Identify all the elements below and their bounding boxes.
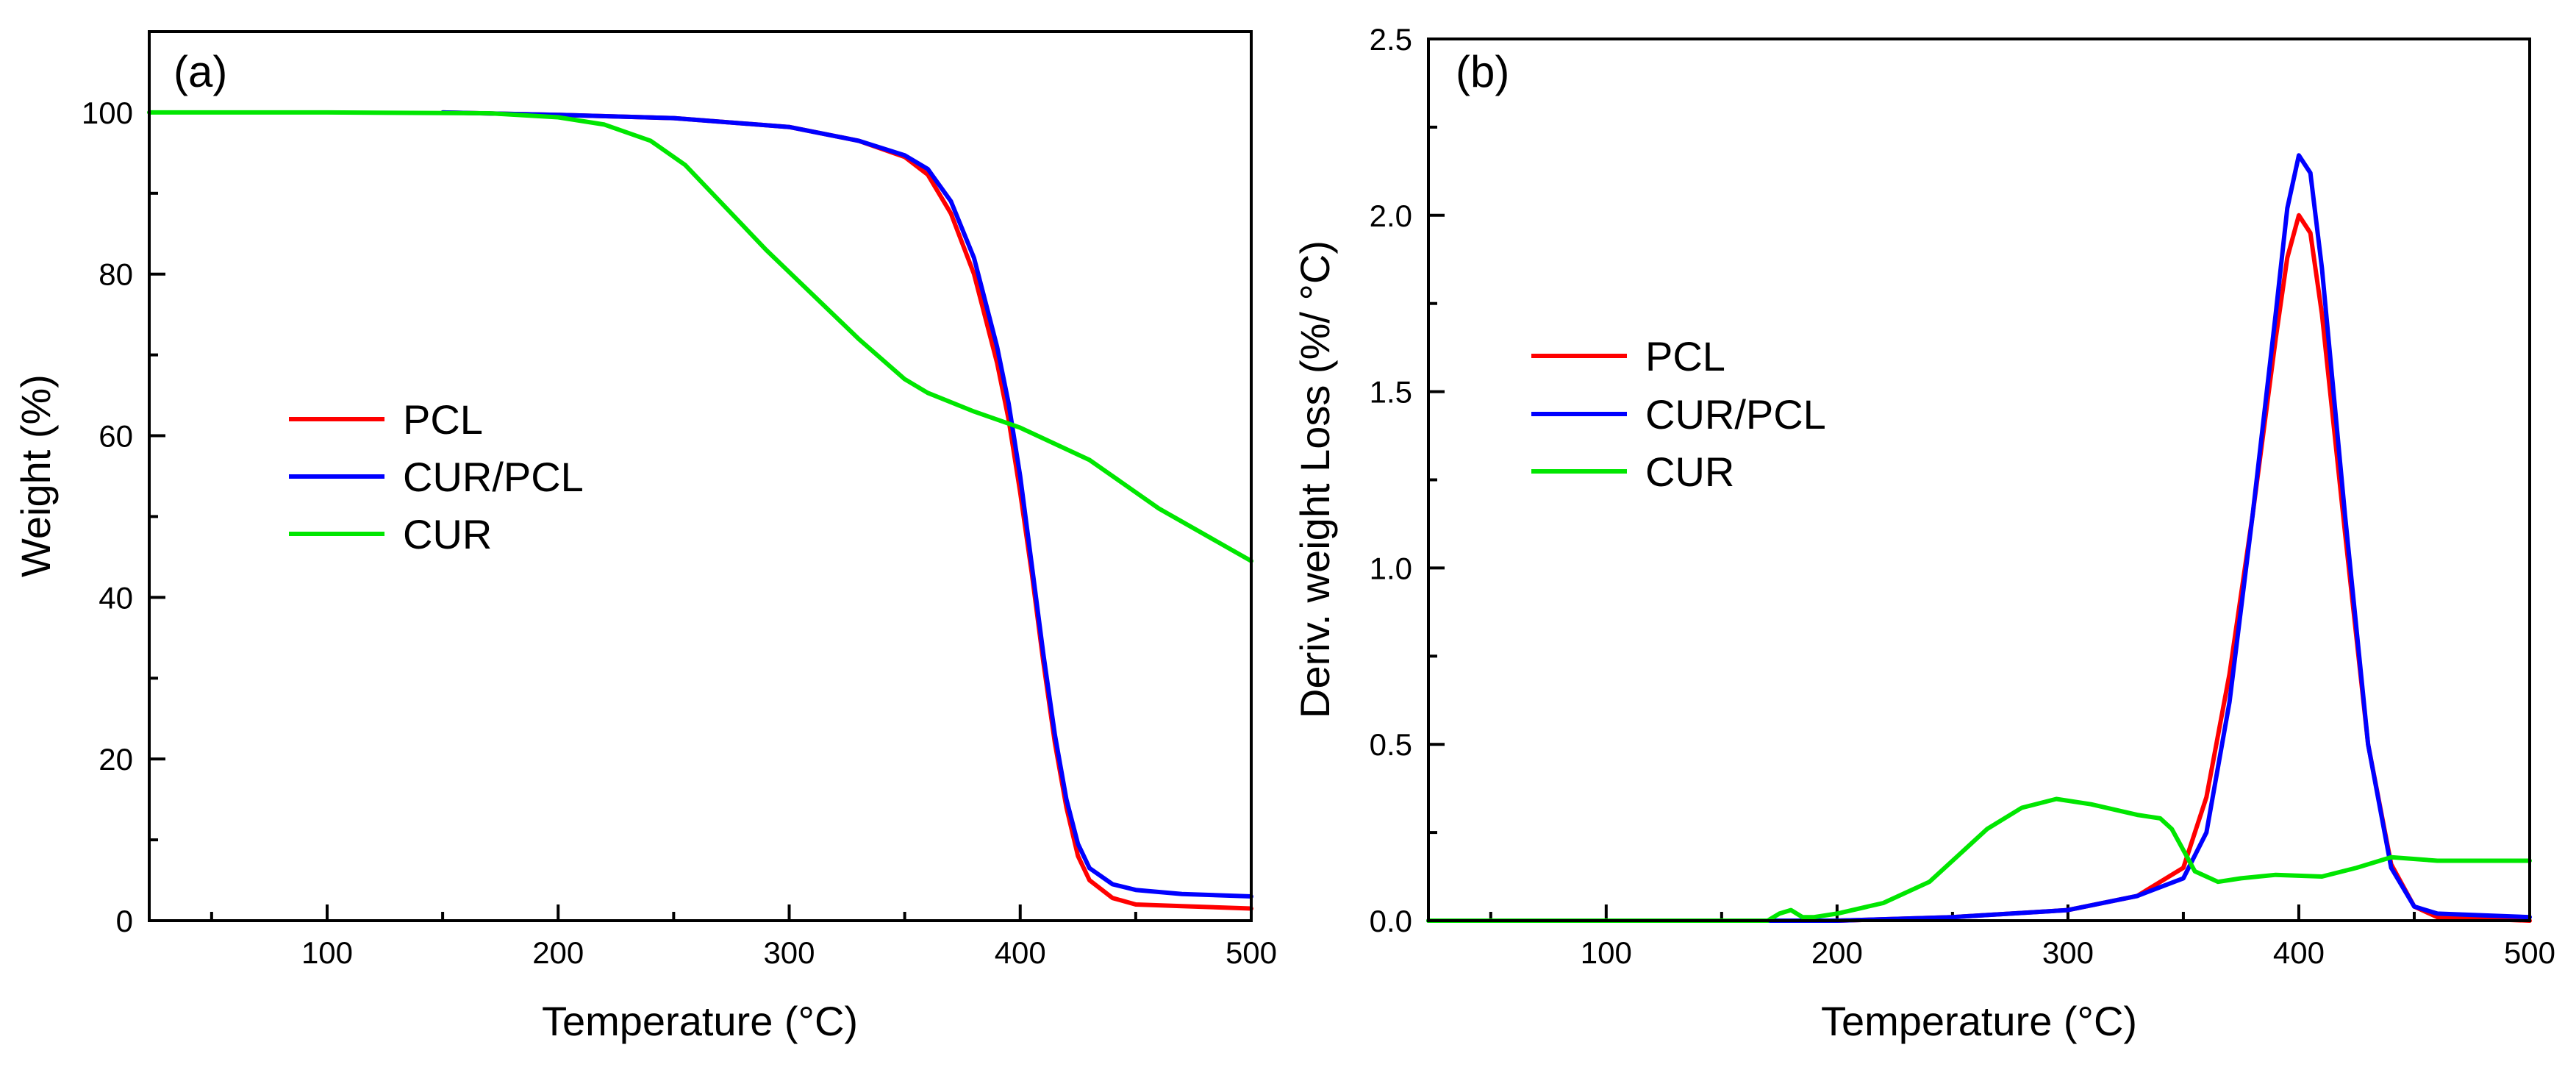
panel-b-legend-label-cur-pcl: CUR/PCL [1645, 391, 1826, 438]
panel-a-x-tick-label: 100 [301, 935, 353, 970]
panel-b-x-tick-label: 100 [1581, 935, 1632, 970]
panel-a-plot-frame [148, 30, 1253, 922]
panel-b-legend: PCL CUR/PCL CUR [1531, 333, 1826, 495]
panel-a-x-tick-label: 300 [763, 935, 815, 970]
panel-b-x-tick-label: 500 [2504, 935, 2555, 970]
panel-b-tick-labels: 100 200 300 400 500 0.0 0.5 1.0 1.5 2.0 2.5 [1370, 22, 2555, 970]
panel-a-x-axis-title: Temperature (°C) [542, 998, 858, 1044]
panel-b-series-cur [1426, 796, 2532, 923]
panel-b-y-tick-label: 0.5 [1370, 727, 1412, 762]
panel-b-series [1426, 153, 2532, 923]
panel-a-series-cur [147, 110, 1253, 563]
panel-a-legend: PCL CUR/PCL CUR [289, 396, 584, 557]
panel-b: (b) 100 200 300 400 500 0.0 0.5 1.0 1.5 2.0 2.5 Te… [1292, 22, 2555, 1044]
panel-b-x-tick-label: 400 [2273, 935, 2325, 970]
panel-b-y-axis-title: Deriv. weight Loss (%/ °C) [1292, 240, 1338, 718]
panel-b-x-axis-title: Temperature (°C) [1821, 998, 2137, 1044]
panel-b-x-tick-label: 200 [1811, 935, 1863, 970]
panel-a-y-tick-label: 100 [82, 96, 133, 130]
panel-b-y-tick-label: 1.5 [1370, 375, 1412, 410]
panel-a-y-tick-label: 80 [99, 257, 133, 292]
panel-b-plot-frame [1427, 38, 2531, 922]
panel-a-x-tick-label: 500 [1226, 935, 1277, 970]
panel-a-x-tick-label: 200 [532, 935, 584, 970]
panel-a-y-tick-label: 0 [116, 904, 133, 938]
panel-a-y-axis-title: Weight (%) [12, 374, 59, 577]
panel-a: (a) 100 200 300 400 500 0 20 40 60 80 100 Temperat… [12, 30, 1277, 1044]
panel-a-series [147, 110, 1253, 911]
panel-b-label: (b) [1456, 47, 1509, 96]
panel-a-legend-label-cur: CUR [403, 511, 492, 557]
panel-a-y-tick-label: 60 [99, 419, 133, 454]
panel-b-x-tick-label: 300 [2042, 935, 2094, 970]
panel-b-y-tick-label: 2.5 [1370, 22, 1412, 57]
panel-b-legend-label-pcl: PCL [1645, 333, 1725, 379]
panel-a-y-tick-label: 20 [99, 742, 133, 777]
panel-b-y-tick-label: 1.0 [1370, 551, 1412, 585]
panel-b-y-tick-label: 2.0 [1370, 199, 1412, 233]
panel-a-tick-labels: 100 200 300 400 500 0 20 40 60 80 100 [82, 96, 1277, 970]
panel-a-x-tick-label: 400 [995, 935, 1046, 970]
panel-a-legend-label-pcl: PCL [403, 396, 483, 443]
panel-b-y-tick-label: 0.0 [1370, 904, 1412, 938]
panel-a-label: (a) [173, 47, 227, 96]
panel-b-series-cur-pcl [1426, 153, 2532, 923]
panel-a-y-tick-label: 40 [99, 580, 133, 615]
panel-b-legend-label-cur: CUR [1645, 449, 1734, 495]
panel-a-series-cur-pcl [440, 110, 1253, 899]
panel-a-legend-label-cur-pcl: CUR/PCL [403, 454, 584, 500]
